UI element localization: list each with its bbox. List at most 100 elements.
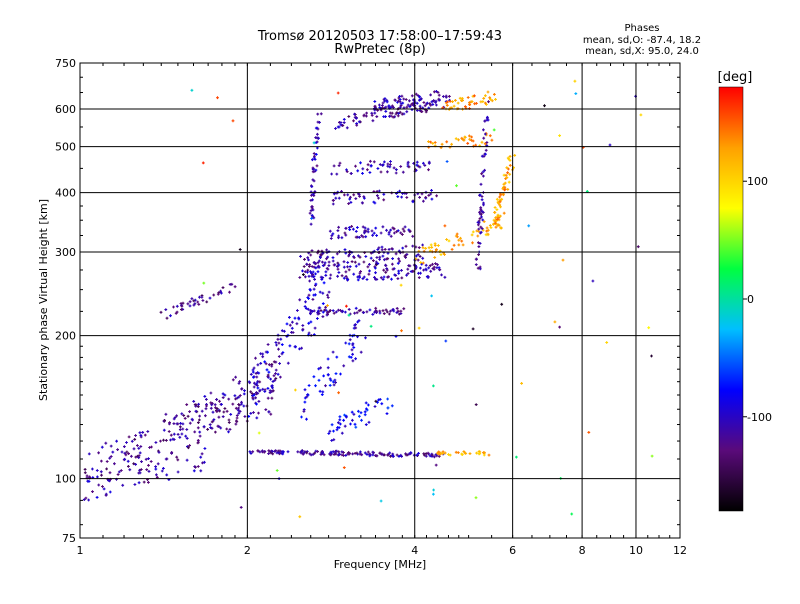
data-point [378, 163, 382, 166]
colorbar-gradient [718, 86, 744, 512]
data-point [403, 225, 407, 229]
data-point [291, 320, 294, 324]
data-point [513, 154, 517, 157]
data-point [398, 95, 401, 98]
data-point [346, 261, 350, 264]
data-point [217, 291, 221, 294]
data-point [221, 396, 225, 399]
data-point [408, 105, 412, 108]
data-point [346, 265, 349, 269]
data-point [256, 391, 260, 395]
data-point [365, 310, 369, 314]
data-point [374, 266, 377, 270]
data-point [188, 444, 191, 447]
data-point [401, 112, 404, 116]
data-point [311, 275, 315, 279]
data-point [387, 230, 391, 234]
data-point [348, 265, 352, 268]
data-point [357, 309, 361, 313]
data-point [278, 362, 281, 365]
x-tick-label: 10 [629, 544, 643, 557]
data-point [408, 264, 412, 268]
data-point [380, 402, 384, 406]
data-point [326, 293, 329, 297]
data-point [479, 100, 483, 104]
data-point [314, 272, 317, 276]
data-point [307, 331, 311, 335]
data-point [366, 265, 370, 269]
data-point [362, 260, 366, 264]
data-point [348, 197, 352, 201]
data-point [344, 233, 348, 237]
data-point [650, 354, 653, 358]
data-point [427, 246, 431, 250]
data-point [305, 262, 309, 266]
data-point [311, 158, 314, 162]
data-point [340, 310, 344, 314]
data-point [197, 421, 200, 424]
data-point [309, 253, 313, 257]
data-point [493, 93, 496, 96]
chart-title: Tromsø 20120503 17:58:00–17:59:43 [257, 29, 502, 44]
data-point [492, 128, 496, 132]
data-point [427, 194, 431, 197]
data-point [359, 161, 362, 165]
data-point [470, 233, 474, 237]
data-point [558, 134, 561, 137]
data-point [447, 239, 451, 243]
data-point [358, 195, 361, 198]
data-point [348, 228, 352, 231]
data-point [483, 119, 487, 123]
data-point [139, 445, 143, 448]
data-point [221, 415, 225, 418]
data-point [463, 451, 467, 455]
data-point [308, 288, 312, 291]
data-point [328, 309, 332, 312]
data-point [401, 170, 405, 174]
data-point [182, 414, 186, 417]
data-point [373, 201, 377, 205]
data-point [360, 418, 363, 422]
data-point [311, 298, 315, 301]
data-point [267, 452, 270, 455]
data-point [185, 428, 189, 431]
data-point [265, 368, 269, 372]
data-point [223, 393, 227, 397]
data-point [347, 254, 351, 258]
data-point [417, 276, 421, 279]
data-point [261, 387, 265, 391]
data-point [399, 165, 403, 168]
data-point [249, 452, 253, 455]
data-point [477, 227, 481, 231]
data-point [406, 103, 410, 107]
data-point [378, 257, 381, 261]
data-point [384, 110, 388, 113]
data-point [324, 274, 328, 277]
data-point [309, 453, 313, 457]
data-point [354, 264, 358, 268]
data-point [384, 105, 388, 109]
data-point [387, 248, 391, 251]
data-point [362, 275, 366, 279]
data-point [362, 114, 366, 118]
data-point [394, 252, 398, 256]
data-point [181, 301, 185, 305]
stats-line-o: mean, sd,O: -87.4, 18.2 [583, 35, 701, 46]
data-point [399, 102, 403, 106]
data-point [361, 235, 365, 239]
data-point [342, 121, 346, 124]
data-point [440, 142, 444, 146]
data-point [310, 185, 314, 188]
data-point [477, 253, 480, 256]
data-point [387, 104, 391, 108]
data-point [227, 421, 231, 424]
data-point [312, 265, 316, 269]
data-point [400, 269, 403, 272]
data-point [399, 231, 403, 235]
data-point [485, 229, 489, 233]
data-point [286, 361, 290, 365]
data-point [312, 293, 316, 297]
data-point [508, 164, 512, 167]
data-point [332, 199, 335, 202]
data-point [383, 248, 387, 251]
